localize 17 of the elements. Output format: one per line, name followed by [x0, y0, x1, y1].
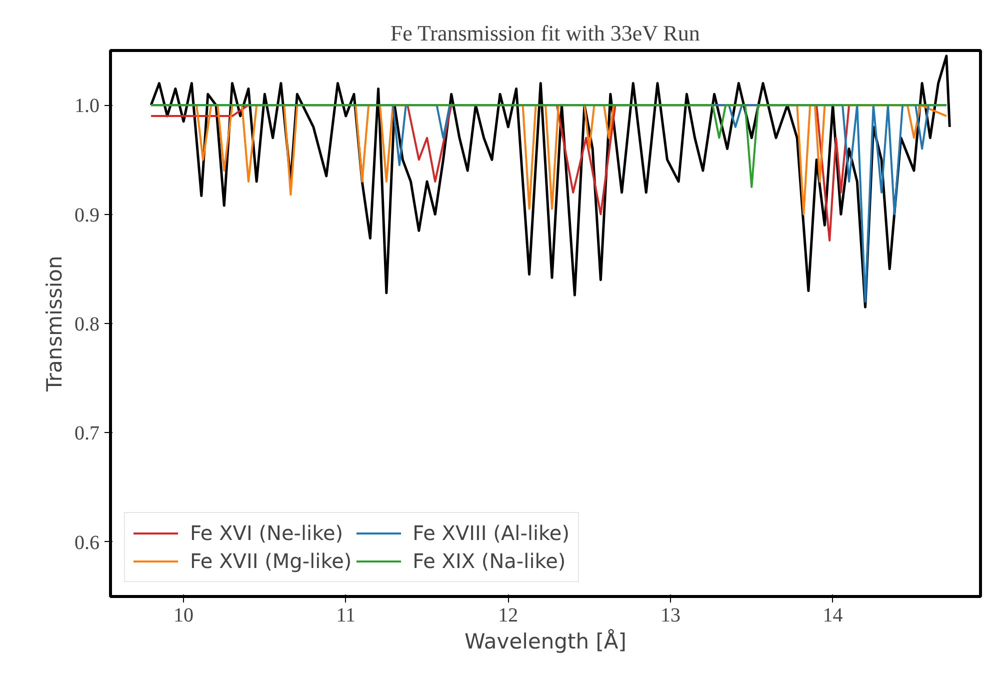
- y-tick-label: 0.9: [74, 204, 100, 226]
- x-tick-label: 11: [336, 604, 356, 626]
- x-tick-label: 14: [822, 604, 843, 626]
- legend-label: Fe XIX (Na-like): [412, 549, 566, 573]
- x-tick-label: 12: [498, 604, 518, 626]
- chart-title: Fe Transmission fit with 33eV Run: [390, 20, 700, 46]
- x-tick-label: 10: [174, 604, 194, 626]
- y-tick-label: 0.7: [74, 422, 100, 445]
- legend-label: Fe XVIII (Al-like): [412, 521, 570, 545]
- legend-label: Fe XVII (Mg-like): [190, 549, 352, 573]
- y-tick-label: 0.8: [74, 314, 100, 336]
- x-tick-label: 13: [660, 604, 680, 626]
- y-tick-label: 1.0: [74, 95, 100, 118]
- y-tick-label: 0.6: [74, 532, 100, 554]
- y-axis-title: Transmission: [42, 256, 66, 392]
- legend-label: Fe XVI (Ne-like): [190, 521, 344, 545]
- x-axis-title: Wavelength [Å]: [464, 628, 627, 654]
